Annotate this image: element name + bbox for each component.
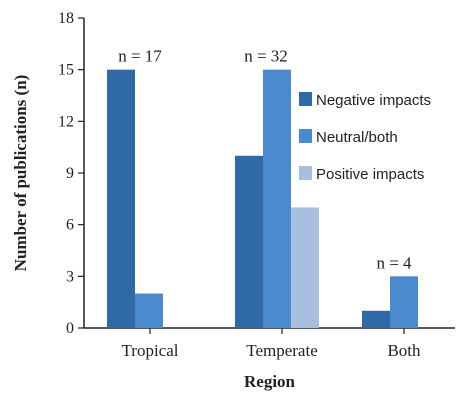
legend-label: Negative impacts	[316, 92, 431, 109]
bar-temperate-positive-impacts	[291, 207, 319, 328]
bar-temperate-neutral-both	[263, 69, 291, 329]
category-label-tropical: Tropical	[122, 341, 179, 360]
annotation-n-count: n = 17	[118, 47, 162, 66]
y-tick-label: 6	[66, 217, 74, 234]
category-label-temperate: Temperate	[246, 341, 318, 360]
bar-tropical-neutral-both	[135, 293, 163, 328]
x-axis-title: Region	[244, 372, 296, 391]
bar-both-neutral-both	[390, 276, 418, 328]
y-tick-label: 0	[66, 320, 74, 337]
annotation-n-count: n = 32	[244, 47, 288, 66]
legend-label: Neutral/both	[316, 129, 398, 146]
category-label-both: Both	[387, 341, 421, 360]
bars	[107, 69, 418, 329]
y-tick-label: 15	[58, 62, 74, 79]
bar-both-negative-impacts	[362, 310, 390, 328]
legend: Negative impacts Neutral/both Positive imp…	[299, 92, 431, 183]
annotations: n = 17 n = 32 n = 4	[118, 47, 412, 273]
y-tick-label: 3	[66, 268, 74, 285]
y-tick-label: 9	[66, 165, 74, 182]
y-axis-title: Number of publications (n)	[11, 75, 30, 272]
category-labels: Tropical Temperate Both	[122, 328, 421, 360]
bar-temperate-negative-impacts	[235, 155, 263, 328]
legend-swatch	[299, 92, 312, 106]
legend-swatch	[299, 129, 312, 143]
y-axis-ticks: 0 3 6 9 12 15 18	[58, 10, 84, 337]
legend-label: Positive impacts	[316, 166, 424, 183]
y-tick-label: 12	[58, 113, 74, 130]
legend-swatch	[299, 166, 312, 180]
annotation-n-count: n = 4	[376, 253, 412, 272]
bar-tropical-negative-impacts	[107, 69, 135, 329]
y-tick-label: 18	[58, 10, 74, 27]
